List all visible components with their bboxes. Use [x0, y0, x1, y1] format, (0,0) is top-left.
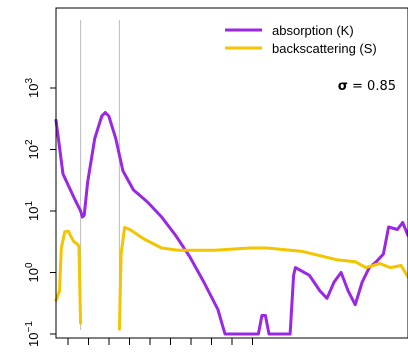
series-line-1-1 [117, 226, 408, 331]
y-tick-label-1: 102 [24, 139, 41, 159]
y-tick-label-4: 10−1 [24, 321, 41, 347]
y-tick-label-2: 101 [24, 201, 41, 221]
legend: absorption (K) backscattering (S) [225, 23, 377, 56]
x-axis [67, 338, 253, 345]
y-axis: 103 102 101 100 10−1 [24, 78, 56, 347]
y-tick-label-3: 100 [24, 262, 41, 282]
y-tick-label-0: 103 [24, 78, 41, 98]
series-line-0-0 [54, 111, 408, 336]
series-layer [54, 111, 408, 336]
reference-lines [80, 20, 120, 330]
series-line-1-0 [54, 229, 83, 325]
legend-label-0: absorption (K) [272, 23, 354, 38]
legend-label-1: backscattering (S) [272, 41, 377, 56]
sigma-annotation: σ = 0.85 [338, 79, 396, 94]
plot-frame [55, 7, 408, 339]
